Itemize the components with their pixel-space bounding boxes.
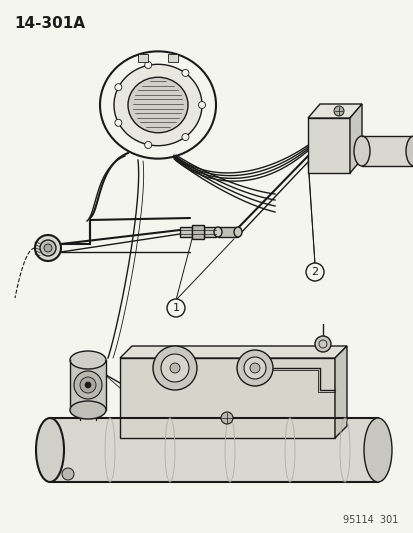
Bar <box>70 360 106 410</box>
Circle shape <box>166 299 185 317</box>
Circle shape <box>181 69 188 76</box>
Circle shape <box>249 363 259 373</box>
Bar <box>218 227 237 237</box>
Circle shape <box>80 377 96 393</box>
Polygon shape <box>120 346 346 358</box>
Circle shape <box>114 119 121 126</box>
Circle shape <box>153 346 197 390</box>
Text: 2: 2 <box>311 267 318 277</box>
Text: 95114  301: 95114 301 <box>342 515 397 525</box>
Circle shape <box>114 84 121 91</box>
Ellipse shape <box>128 77 188 133</box>
Circle shape <box>44 244 52 252</box>
Circle shape <box>145 141 151 149</box>
Ellipse shape <box>114 64 202 146</box>
Polygon shape <box>349 104 361 173</box>
Circle shape <box>198 101 205 109</box>
Ellipse shape <box>405 136 413 166</box>
Circle shape <box>221 412 233 424</box>
Circle shape <box>145 61 151 69</box>
Circle shape <box>243 357 266 379</box>
Ellipse shape <box>214 227 221 237</box>
Circle shape <box>85 382 91 388</box>
Circle shape <box>305 263 323 281</box>
Text: 1: 1 <box>172 303 179 313</box>
Ellipse shape <box>70 401 106 419</box>
Circle shape <box>333 106 343 116</box>
Ellipse shape <box>36 418 64 482</box>
Ellipse shape <box>363 418 391 482</box>
Bar <box>138 53 147 62</box>
Ellipse shape <box>233 227 242 237</box>
Bar <box>50 418 377 482</box>
Circle shape <box>62 468 74 480</box>
Circle shape <box>170 363 180 373</box>
Circle shape <box>161 354 189 382</box>
Circle shape <box>314 336 330 352</box>
Ellipse shape <box>70 351 106 369</box>
Circle shape <box>35 235 61 261</box>
Bar <box>192 225 204 239</box>
Ellipse shape <box>353 136 369 166</box>
Circle shape <box>236 350 272 386</box>
Circle shape <box>40 240 56 256</box>
Text: 14-301A: 14-301A <box>14 16 85 31</box>
Bar <box>204 227 216 237</box>
Polygon shape <box>334 346 346 438</box>
Bar <box>180 227 192 237</box>
Bar <box>361 136 413 166</box>
Circle shape <box>181 134 188 141</box>
Polygon shape <box>307 104 361 118</box>
Bar <box>120 358 334 438</box>
Bar <box>168 53 178 62</box>
Bar <box>307 118 349 173</box>
Circle shape <box>74 371 102 399</box>
